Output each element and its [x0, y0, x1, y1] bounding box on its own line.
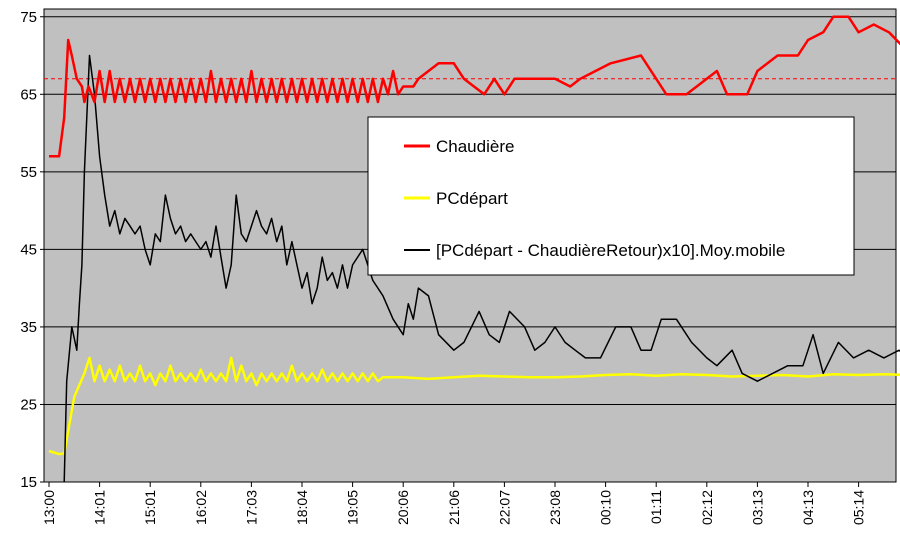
legend-label-moyenne-mobile: [PCdépart - ChaudièreRetour)x10].Moy.mob… [436, 241, 785, 260]
legend-label-chaudiere: Chaudière [436, 137, 514, 156]
x-tick-label-3: 16:02 [193, 490, 209, 525]
legend: Chaudière PCdépart [PCdépart - Chaudière… [367, 116, 855, 276]
x-tick-label-14: 03:13 [749, 490, 765, 525]
legend-box [367, 116, 855, 276]
x-tick-label-5: 18:04 [294, 490, 310, 525]
x-tick-label-4: 17:03 [243, 490, 259, 525]
y-tick-label-75: 75 [20, 9, 37, 26]
x-tick-label-11: 00:10 [598, 490, 614, 525]
y-tick-label-65: 65 [20, 86, 37, 103]
series-pcdepart [48, 356, 900, 456]
x-tick-label-9: 22:07 [496, 490, 512, 525]
series-chaudiere [49, 15, 900, 158]
y-axis-ticks: 15 25 35 45 55 65 75 [20, 9, 44, 491]
y-tick-label-25: 25 [20, 396, 37, 413]
x-tick-label-12: 01:11 [648, 490, 664, 524]
legend-label-pcdepart: PCdépart [436, 189, 508, 208]
x-tick-label-1: 14:01 [92, 490, 108, 525]
x-tick-label-15: 04:13 [800, 490, 816, 525]
x-tick-label-8: 21:06 [446, 490, 462, 525]
x-axis-ticks: 13:00 14:01 15:01 16:02 17:03 18:04 19:05 20:06… [41, 482, 867, 525]
x-tick-label-6: 19:05 [345, 490, 361, 525]
x-tick-label-2: 15:01 [142, 490, 158, 525]
x-tick-label-13: 02:12 [699, 490, 715, 525]
y-tick-label-15: 15 [20, 474, 37, 491]
x-tick-label-0: 13:00 [41, 490, 57, 525]
y-tick-label-35: 35 [20, 319, 37, 336]
x-tick-label-16: 05:14 [851, 490, 867, 525]
x-tick-label-10: 23:08 [547, 490, 563, 525]
y-tick-label-55: 55 [20, 164, 37, 181]
x-tick-label-7: 20:06 [395, 490, 411, 525]
y-tick-label-45: 45 [20, 241, 37, 258]
